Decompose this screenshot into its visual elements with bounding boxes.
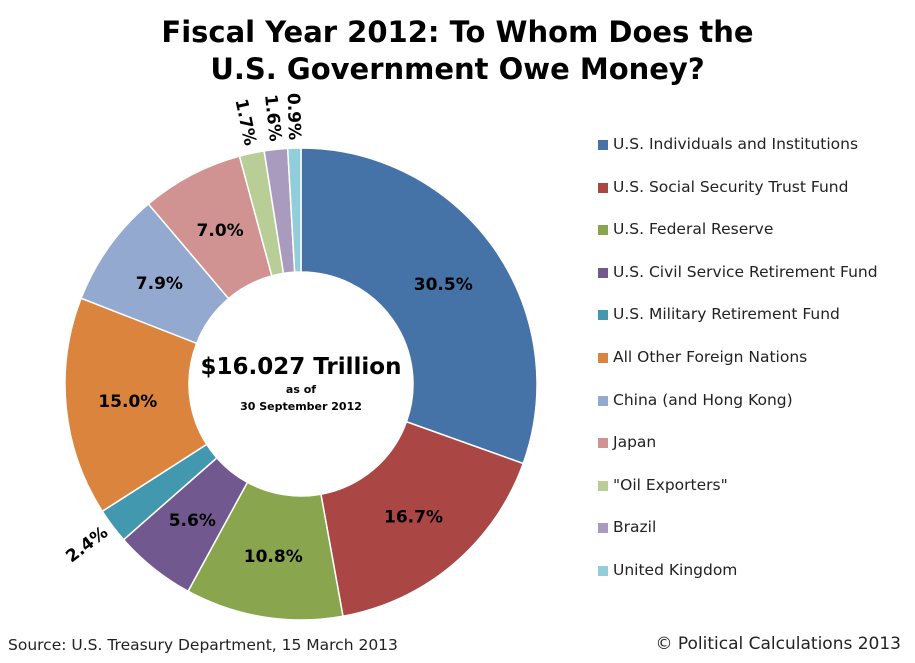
center-asof-label: as of	[286, 383, 316, 396]
data-label-united-kingdom: 0.9%	[283, 93, 304, 141]
data-label-brazil: 1.6%	[260, 93, 285, 142]
legend-label: Japan	[613, 433, 657, 452]
slices-layer	[64, 147, 538, 621]
legend-swatch	[598, 225, 608, 236]
chart-title-line-1: Fiscal Year 2012: To Whom Does the	[161, 15, 754, 49]
legend-swatch	[598, 395, 608, 406]
copyright-credit: © Political Calculations 2013	[655, 634, 901, 654]
legend-swatch	[598, 182, 608, 193]
slice-all-other-foreign-nations	[64, 297, 208, 513]
legend-item-japan: Japan	[598, 431, 878, 474]
legend-item-united-kingdom: United Kingdom	[598, 559, 878, 602]
legend-item-china-and-hong-kong: China (and Hong Kong)	[598, 389, 878, 432]
center-date-label: 30 September 2012	[240, 400, 362, 413]
legend-label: Brazil	[613, 518, 657, 537]
legend-item-u-s-civil-service-retirement-fund: U.S. Civil Service Retirement Fund	[598, 261, 878, 304]
legend-item-u-s-federal-reserve: U.S. Federal Reserve	[598, 218, 878, 261]
legend-label: United Kingdom	[613, 560, 738, 579]
legend-swatch	[598, 140, 608, 150]
data-label-oil-exporters: 1.7%	[230, 97, 259, 147]
legend-label: "Oil Exporters"	[613, 475, 728, 494]
slice-united-kingdom	[286, 147, 302, 273]
legend-item-brazil: Brazil	[598, 516, 878, 559]
data-label-u-s-individuals-and-institutions: 30.5%	[414, 275, 473, 295]
legend-swatch	[598, 565, 608, 576]
legend-item-u-s-individuals-and-institutions: U.S. Individuals and Institutions	[598, 133, 878, 176]
slice-u-s-social-security-trust-fund	[320, 420, 525, 618]
data-label-u-s-federal-reserve: 10.8%	[244, 547, 303, 567]
data-label-all-other-foreign-nations: 15.0%	[98, 392, 157, 412]
legend-item-u-s-social-security-trust-fund: U.S. Social Security Trust Fund	[598, 176, 878, 219]
data-label-u-s-civil-service-retirement-fund: 5.6%	[169, 511, 216, 531]
data-label-japan: 7.0%	[197, 221, 244, 241]
legend-label: U.S. Individuals and Institutions	[613, 135, 859, 153]
legend-label: U.S. Social Security Trust Fund	[613, 177, 849, 196]
chart-title: Fiscal Year 2012: To Whom Does the U.S. …	[0, 14, 915, 88]
slice-u-s-individuals-and-institutions	[300, 147, 538, 465]
legend-label: U.S. Civil Service Retirement Fund	[613, 262, 878, 281]
data-label-u-s-military-retirement-fund: 2.4%	[62, 523, 112, 567]
legend-swatch	[598, 267, 608, 278]
data-label-u-s-social-security-trust-fund: 16.7%	[384, 508, 443, 528]
legend-label: All Other Foreign Nations	[613, 347, 808, 366]
data-label-china-and-hong-kong: 7.9%	[136, 274, 183, 294]
chart-legend: U.S. Individuals and Institutions U.S. So…	[598, 133, 878, 602]
legend-label: U.S. Federal Reserve	[613, 220, 774, 239]
legend-swatch	[598, 480, 608, 491]
source-note: Source: U.S. Treasury Department, 15 Mar…	[8, 636, 398, 654]
chart-title-line-2: U.S. Government Owe Money?	[210, 52, 705, 86]
legend-swatch	[598, 523, 608, 534]
legend-item-oil-exporters: "Oil Exporters"	[598, 474, 878, 517]
legend-label: China (and Hong Kong)	[613, 390, 793, 409]
legend-item-all-other-foreign-nations: All Other Foreign Nations	[598, 346, 878, 389]
center-total-label: $16.027 Trillion	[201, 354, 402, 380]
legend-swatch	[598, 310, 608, 321]
legend-item-u-s-military-retirement-fund: U.S. Military Retirement Fund	[598, 303, 878, 346]
legend-swatch	[598, 438, 608, 449]
legend-swatch	[598, 352, 608, 363]
legend-label: U.S. Military Retirement Fund	[613, 305, 840, 324]
